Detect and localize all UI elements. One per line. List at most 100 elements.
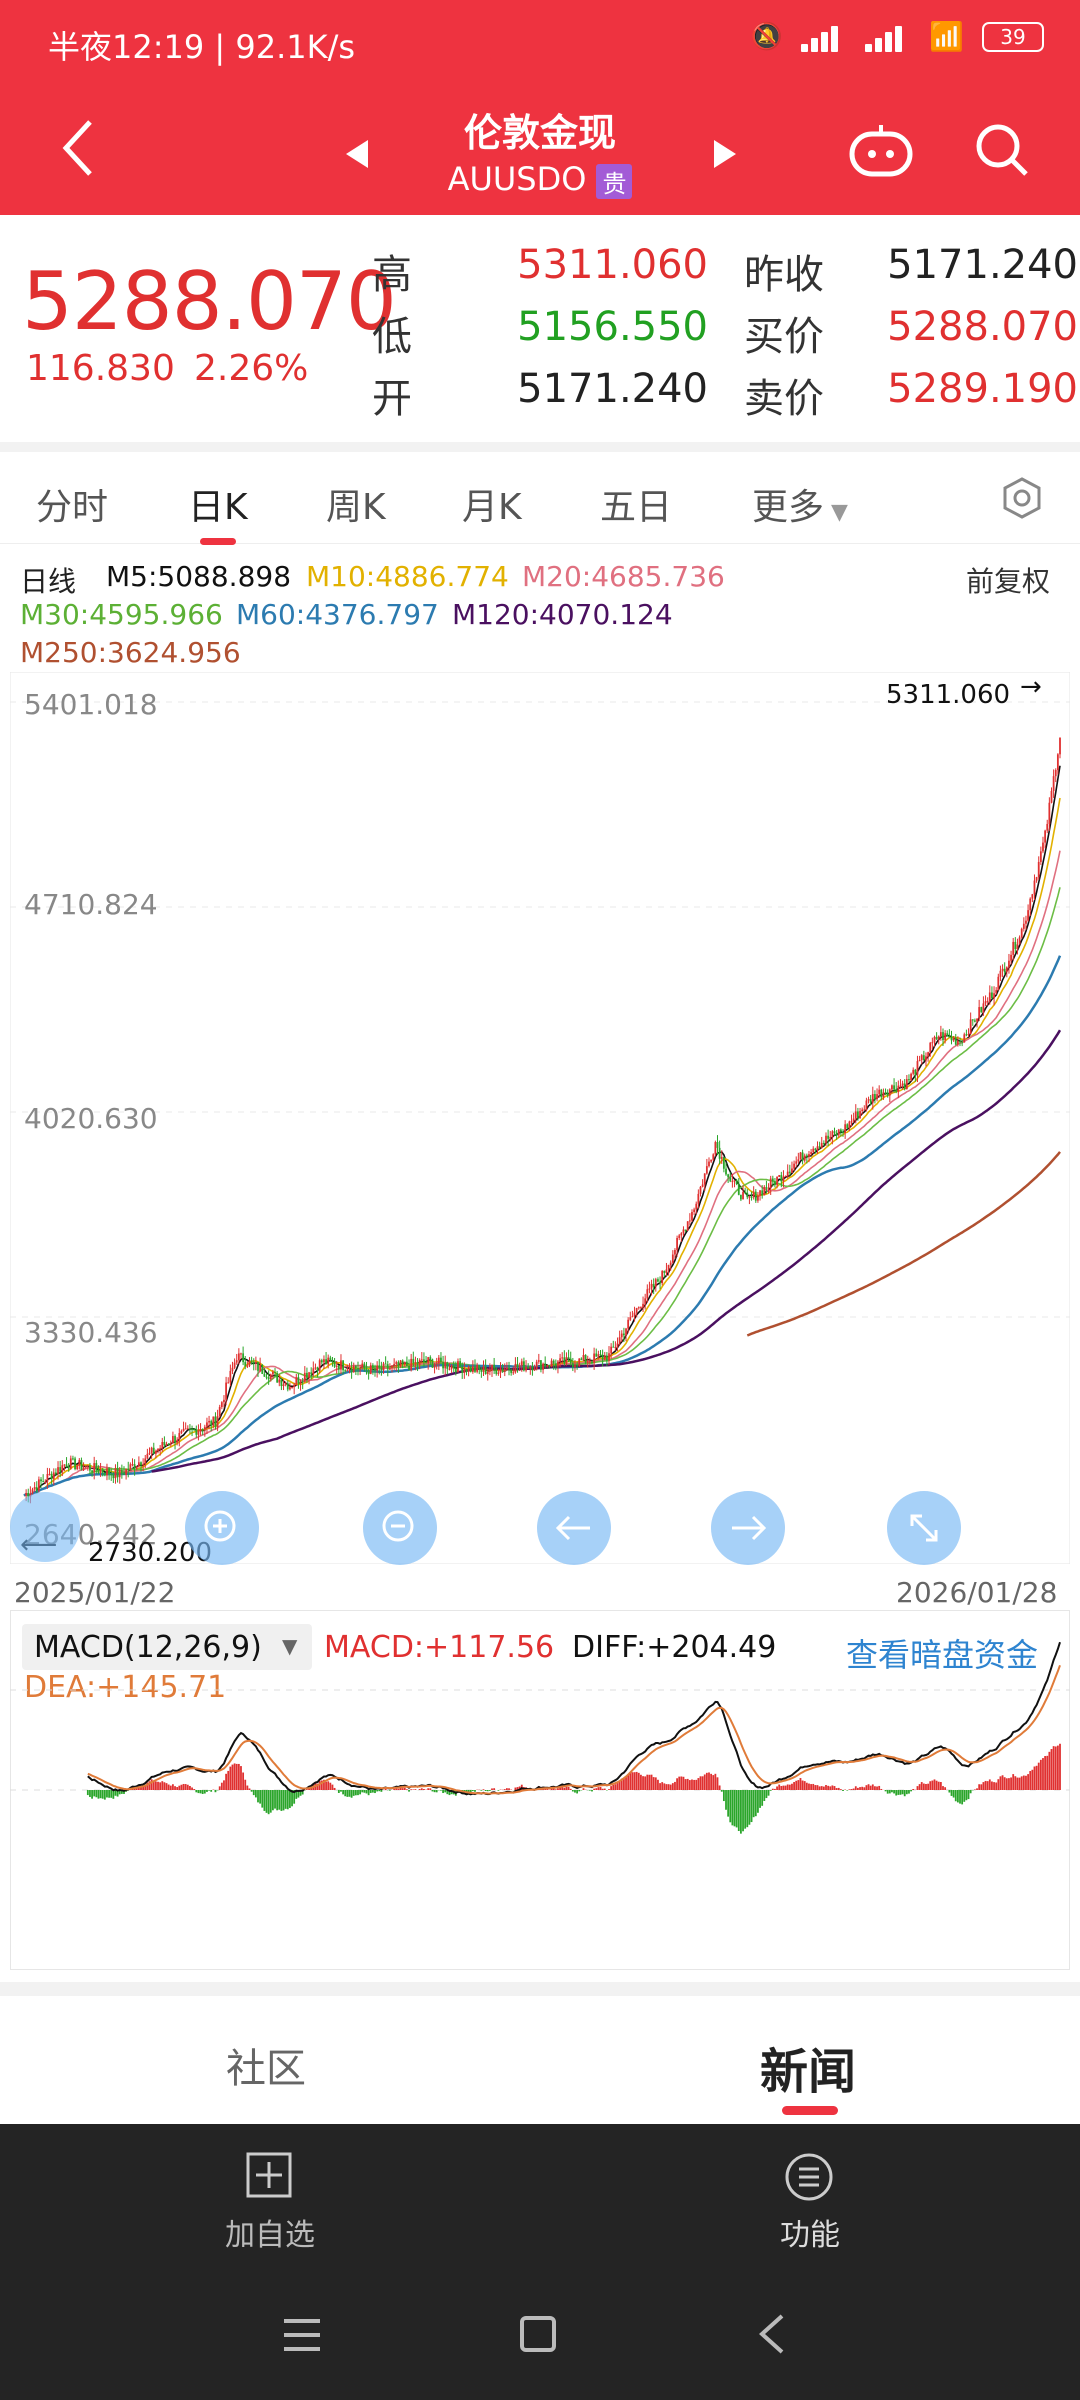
tab-five-day[interactable]: 五日 <box>600 487 673 528</box>
macd-bar <box>754 1790 757 1817</box>
candle-body <box>69 1458 72 1469</box>
macd-bar <box>939 1782 942 1790</box>
candle-body <box>308 1372 310 1378</box>
macd-bar <box>516 1787 519 1790</box>
macd-bar <box>1029 1771 1032 1790</box>
candle-body <box>172 1436 174 1444</box>
macd-bar <box>569 1788 572 1790</box>
candle-body <box>729 1177 732 1182</box>
macd-bar <box>431 1790 434 1792</box>
zoom-out-icon[interactable] <box>362 1490 438 1566</box>
macd-bar <box>112 1790 115 1799</box>
macd-bar <box>159 1782 162 1790</box>
macd-bar <box>180 1784 183 1790</box>
candle-body <box>165 1443 168 1446</box>
candle-body <box>548 1365 551 1367</box>
macd-bar <box>218 1786 221 1790</box>
prev-symbol-icon[interactable] <box>342 138 370 170</box>
candle-body <box>623 1333 625 1336</box>
function-label[interactable]: 功能 <box>780 2218 840 2253</box>
scroll-right-icon[interactable] <box>710 1490 786 1566</box>
macd-bar <box>876 1786 878 1790</box>
candle-body <box>540 1360 542 1370</box>
indicator-select[interactable] <box>22 1624 312 1670</box>
macd-bar <box>986 1781 989 1790</box>
home-icon[interactable] <box>518 2314 558 2354</box>
candle-body <box>391 1365 393 1369</box>
macd-bar <box>388 1790 391 1791</box>
menu-icon[interactable] <box>280 2316 324 2354</box>
candle-body <box>216 1416 219 1427</box>
candle-body <box>280 1379 283 1387</box>
macd-bar <box>433 1790 436 1793</box>
adjust-mode[interactable]: 前复权 <box>966 565 1051 598</box>
macd-bar <box>518 1786 521 1790</box>
tab-weekly-k[interactable]: 周K <box>326 487 386 528</box>
candle-body <box>461 1366 464 1373</box>
signal-icon-2 <box>865 22 911 52</box>
macd-bar <box>225 1773 227 1790</box>
macd-bar <box>248 1788 251 1790</box>
candle-body <box>640 1307 642 1309</box>
macd-bar <box>759 1790 761 1808</box>
bell-off-icon: 🔕 <box>750 21 784 52</box>
candle-body <box>1018 937 1021 945</box>
tab-daily-k[interactable]: 日K <box>188 487 248 528</box>
nav-back-icon[interactable] <box>756 2312 786 2356</box>
back-icon[interactable] <box>58 118 98 178</box>
macd-bar <box>546 1789 549 1790</box>
candle-body <box>797 1159 800 1162</box>
fullscreen-exit-button[interactable] <box>10 1492 80 1562</box>
macd-bar <box>793 1782 795 1790</box>
candle-body <box>337 1365 340 1370</box>
y-tick-3: 4020.630 <box>24 1102 158 1135</box>
tab-more[interactable]: 更多 ▼ <box>752 478 848 530</box>
candle-body <box>184 1428 187 1430</box>
candle-body <box>99 1469 102 1473</box>
candle-body <box>297 1377 300 1384</box>
ask-value: 5289.190 <box>887 366 1078 412</box>
fullscreen-icon[interactable] <box>886 1490 962 1566</box>
macd-bar <box>174 1786 176 1790</box>
next-symbol-icon[interactable] <box>712 138 740 170</box>
macd-bar <box>635 1771 638 1790</box>
settings-icon[interactable] <box>1000 476 1044 520</box>
macd-bar <box>822 1786 825 1790</box>
tab-news[interactable]: 新闻 <box>760 2044 857 2100</box>
candle-body <box>905 1079 908 1090</box>
candle-body <box>491 1364 493 1371</box>
macd-bar <box>446 1790 449 1795</box>
candle-body <box>667 1264 670 1270</box>
candle-body <box>388 1368 391 1370</box>
status-icons: 🔕 📶 39 <box>751 20 1044 53</box>
zoom-in-icon[interactable] <box>184 1490 260 1566</box>
add-watchlist-label[interactable]: 加自选 <box>225 2218 315 2253</box>
macd-bar <box>278 1790 281 1810</box>
macd-bar <box>963 1790 966 1802</box>
macd-bar <box>799 1778 802 1790</box>
scroll-left-icon[interactable] <box>536 1490 612 1566</box>
candle-body <box>267 1377 270 1380</box>
tab-monthly-k[interactable]: 月K <box>462 487 522 528</box>
candle-body <box>206 1422 208 1427</box>
candle-body <box>25 1492 28 1496</box>
candle-body <box>831 1131 834 1137</box>
candle-body <box>937 1036 940 1040</box>
tab-community[interactable]: 社区 <box>226 2046 306 2092</box>
kline-chart[interactable] <box>10 672 1070 1564</box>
search-icon[interactable] <box>974 122 1030 178</box>
candle-body <box>384 1363 387 1365</box>
macd-bar <box>1005 1778 1008 1790</box>
robot-assistant-icon[interactable] <box>846 122 916 178</box>
candle-body <box>991 992 993 999</box>
add-watchlist-icon[interactable] <box>246 2152 292 2198</box>
macd-bar <box>791 1783 793 1790</box>
tab-intraday[interactable]: 分时 <box>36 487 109 528</box>
candle-body <box>908 1079 910 1081</box>
candle-body <box>378 1365 381 1368</box>
candle-body <box>408 1365 410 1370</box>
dark-pool-link[interactable]: 查看暗盘资金 <box>846 1636 1039 1674</box>
macd-bar <box>816 1785 819 1790</box>
menu-circle-icon[interactable] <box>784 2152 834 2202</box>
candle-body <box>967 1034 970 1036</box>
